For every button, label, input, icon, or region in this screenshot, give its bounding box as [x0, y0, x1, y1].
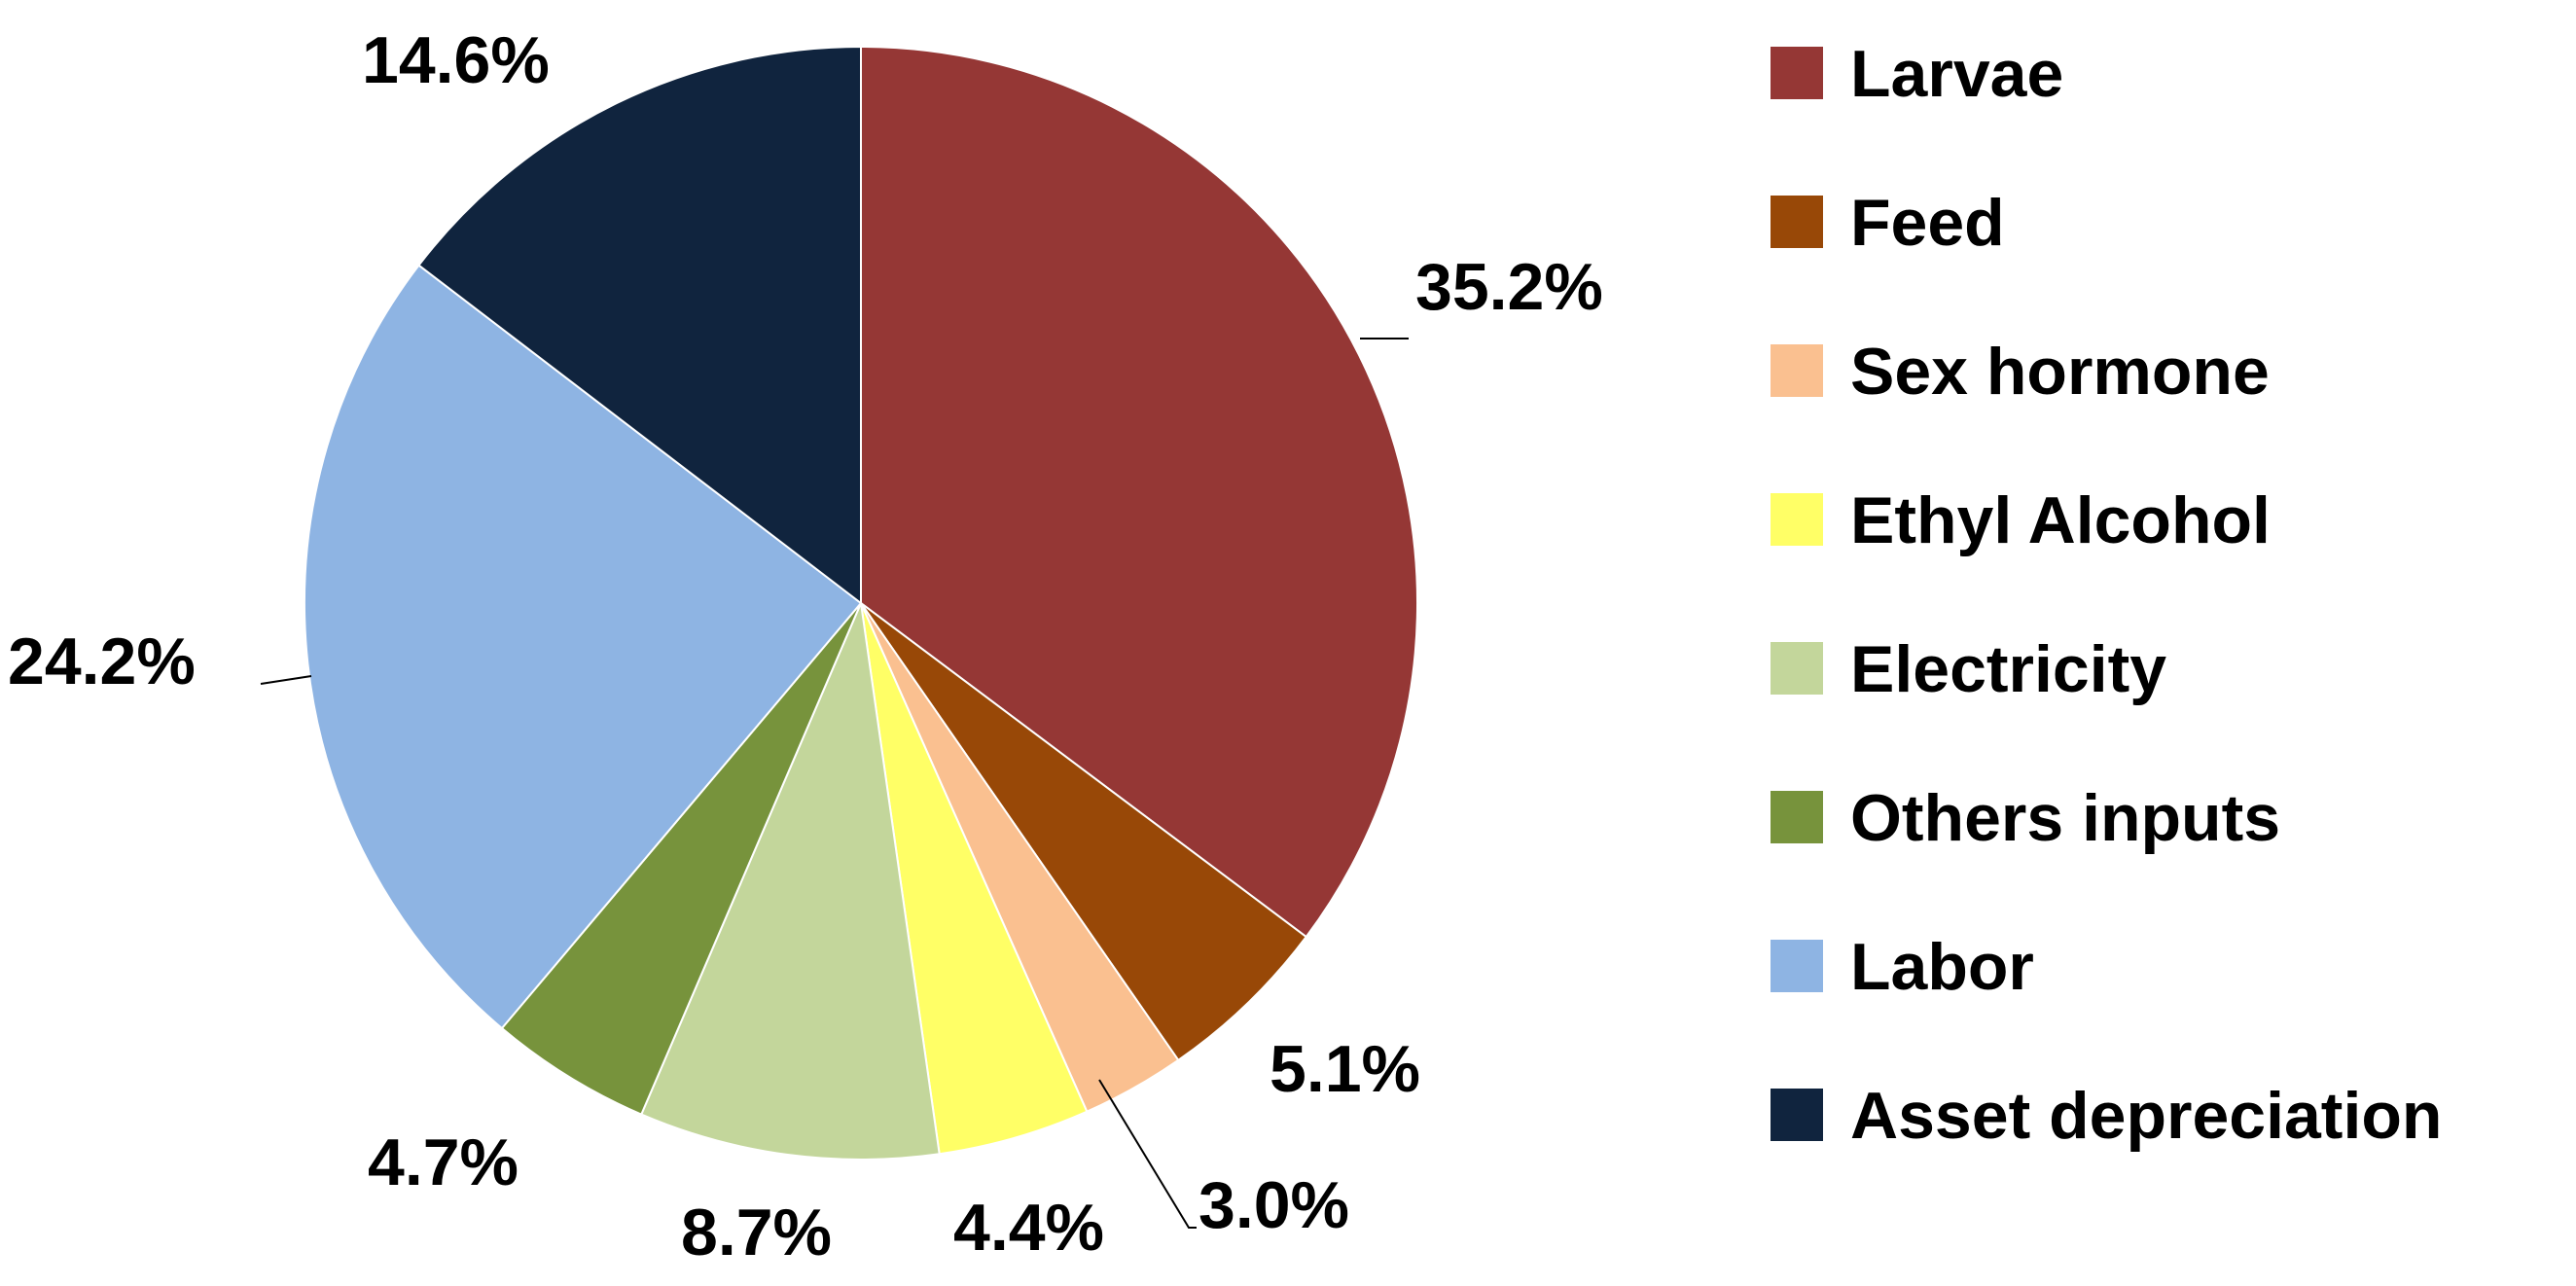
legend-swatch-others-inputs: [1771, 791, 1823, 843]
legend-label-feed: Feed: [1850, 186, 2005, 260]
pie-slice-electricity: [639, 599, 941, 1161]
data-label-asset-depreciation: 14.6%: [362, 23, 550, 97]
legend-label-electricity: Electricity: [1850, 632, 2166, 706]
data-labels: 35.2% 5.1% 3.0% 4.4% 8.7% 4.7% 24.2% 14.6%: [8, 23, 1603, 1269]
pie-slice-asset-depreciation: [417, 45, 862, 606]
legend-label-sex-hormone: Sex hormone: [1850, 335, 2270, 409]
legend-label-asset-depreciation: Asset depreciation: [1850, 1079, 2442, 1153]
pie-slice-labor: [304, 264, 863, 1030]
leader-line-sex-hormone: [1098, 1079, 1197, 1229]
leader-line-labor: [260, 675, 312, 685]
legend-label-labor: Labor: [1850, 930, 2034, 1004]
legend-item-larvae: Larvae: [1771, 37, 2063, 111]
legend-swatch-electricity: [1771, 642, 1823, 695]
legend-swatch-feed: [1771, 196, 1823, 248]
legend-item-feed: Feed: [1771, 186, 2005, 260]
pie-slice-larvae: [860, 45, 1418, 939]
legend-label-larvae: Larvae: [1850, 37, 2063, 111]
legend-label-ethyl-alcohol: Ethyl Alcohol: [1850, 483, 2271, 557]
data-label-ethyl-alcohol: 4.4%: [953, 1191, 1104, 1265]
legend-item-others-inputs: Others inputs: [1771, 781, 2280, 855]
data-label-electricity: 8.7%: [681, 1196, 832, 1269]
data-label-labor: 24.2%: [8, 625, 196, 698]
legend-item-electricity: Electricity: [1771, 632, 2166, 706]
legend-item-asset-depreciation: Asset depreciation: [1771, 1079, 2442, 1153]
data-label-others-inputs: 4.7%: [368, 1125, 519, 1199]
legend-item-labor: Labor: [1771, 930, 2034, 1004]
legend-swatch-ethyl-alcohol: [1771, 493, 1823, 546]
legend-swatch-asset-depreciation: [1771, 1089, 1823, 1141]
data-label-larvae: 35.2%: [1415, 250, 1603, 324]
legend-item-sex-hormone: Sex hormone: [1771, 335, 2270, 409]
legend: Larvae Feed Sex hormone Ethyl Alcohol Electr…: [1771, 37, 2442, 1153]
legend-swatch-labor: [1771, 940, 1823, 992]
legend-swatch-larvae: [1771, 47, 1823, 99]
data-label-sex-hormone: 3.0%: [1199, 1168, 1349, 1242]
pie-slice-others-inputs: [500, 602, 862, 1116]
pie-slices: [304, 45, 1418, 1161]
pie-slice-feed: [860, 602, 1308, 1062]
legend-swatch-sex-hormone: [1771, 344, 1823, 397]
data-label-feed: 5.1%: [1270, 1032, 1420, 1106]
leader-lines: [260, 338, 1409, 1229]
legend-label-others-inputs: Others inputs: [1850, 781, 2280, 855]
legend-item-ethyl-alcohol: Ethyl Alcohol: [1771, 483, 2271, 557]
